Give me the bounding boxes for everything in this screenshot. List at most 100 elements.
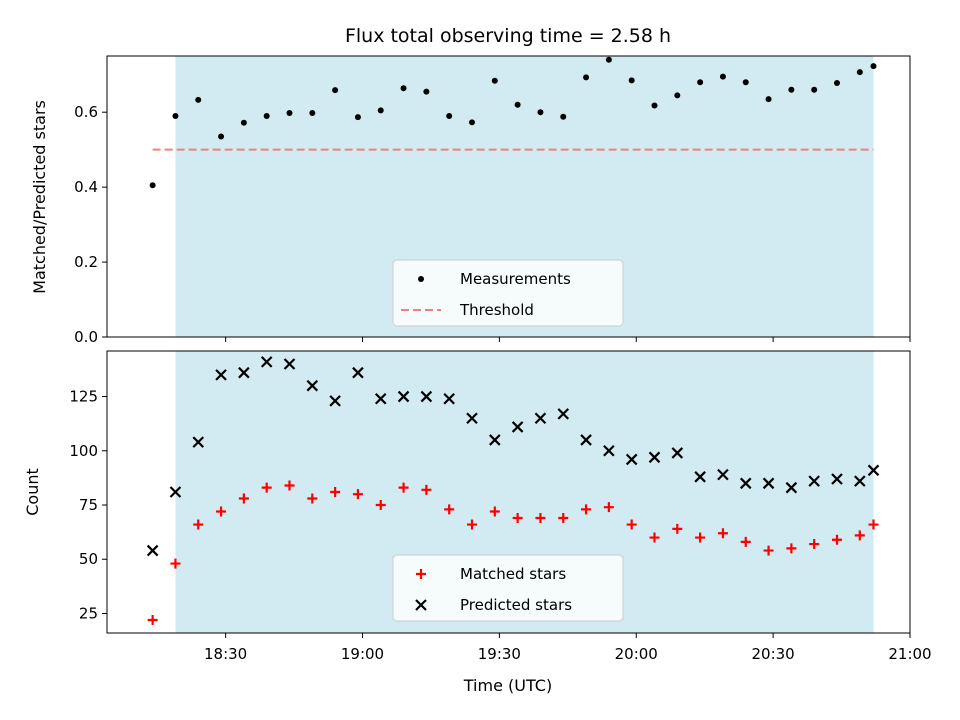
legend-box (392, 259, 624, 327)
measurement-point (514, 101, 521, 108)
measurement-point (788, 86, 795, 93)
predicted-star-point (215, 369, 227, 381)
axes-frame (106, 350, 911, 634)
measurement-point (742, 79, 749, 86)
predicted-star-point (625, 453, 638, 466)
measurement-point (628, 77, 635, 84)
y-tick-label: 50 (79, 550, 98, 568)
matched-star-point (375, 500, 386, 511)
matched-star-point (786, 543, 797, 554)
measurement-point (423, 88, 430, 95)
predicted-star-point (420, 390, 433, 403)
matched-star-point (535, 513, 546, 524)
legend-predicted-marker (415, 599, 427, 611)
predicted-star-point (260, 356, 273, 368)
bottom-y-axis-label: Count (23, 468, 42, 516)
y-tick-label: 0.0 (74, 328, 98, 346)
measurement-point (309, 109, 316, 116)
predicted-star-point (762, 477, 775, 490)
measurement-point (332, 87, 339, 94)
matched-star-point (330, 487, 341, 497)
x-tick-label: 19:30 (478, 645, 521, 663)
matched-star-point (307, 493, 318, 504)
predicted-star-point (854, 475, 866, 487)
y-tick-label: 100 (69, 442, 98, 460)
matched-star-point (809, 539, 820, 550)
measurement-point (560, 113, 567, 120)
predicted-star-point (466, 412, 478, 425)
y-tick-label: 25 (79, 604, 98, 622)
predicted-star-point (374, 392, 387, 405)
matched-star-point (672, 523, 683, 534)
matched-star-point (512, 513, 523, 524)
legend-label: Matched stars (460, 565, 566, 583)
predicted-star-point (283, 358, 296, 370)
predicted-star-point (352, 366, 364, 379)
predicted-star-point (648, 451, 661, 464)
measurement-point (537, 109, 544, 116)
predicted-star-point (329, 395, 341, 407)
matched-star-point (740, 536, 751, 547)
measurement-point (765, 96, 772, 103)
ratio-panel: 0.0 0.2 0.4 0.6 Measurements Threshold (74, 55, 911, 346)
matched-star-point (352, 489, 363, 500)
top-y-axis-label: Matched/Predicted stars (30, 100, 49, 294)
matched-star-point (581, 504, 592, 515)
measurement-point (218, 133, 225, 140)
measurement-point (674, 92, 681, 99)
matched-star-point (444, 504, 455, 515)
matched-star-point (147, 614, 158, 625)
measurement-point (834, 79, 840, 86)
predicted-star-point (671, 447, 684, 459)
matched-star-point (216, 506, 227, 517)
axes-frame (106, 55, 911, 338)
predicted-star-point (238, 366, 250, 379)
matched-star-point (261, 482, 272, 493)
measurement-point (263, 112, 270, 119)
measurement-point (286, 109, 293, 116)
predicted-star-point (717, 468, 729, 481)
predicted-star-point (192, 436, 205, 448)
measurement-point (354, 114, 361, 121)
measurement-point (446, 112, 453, 119)
matched-star-point (421, 484, 432, 495)
legend-label: Predicted stars (460, 596, 572, 614)
predicted-star-point (146, 544, 159, 557)
measurement-point (719, 73, 726, 80)
predicted-star-point (694, 471, 706, 483)
matched-star-point (398, 482, 409, 493)
measurement-point (697, 79, 704, 86)
measurement-point (811, 86, 818, 93)
y-tick-label: 0.4 (74, 178, 98, 196)
y-tick-label: 0.2 (74, 253, 98, 271)
predicted-star-point (831, 473, 843, 485)
predicted-star-point (306, 379, 319, 392)
matched-star-point (489, 506, 500, 517)
matched-star-point (695, 532, 706, 543)
predicted-star-point (557, 408, 570, 420)
measurement-point (400, 85, 407, 92)
x-tick-label: 19:00 (341, 645, 384, 663)
measurement-point (605, 56, 612, 63)
predicted-star-point (443, 392, 455, 405)
predicted-star-point (580, 434, 592, 446)
x-tick-label: 21:00 (888, 645, 931, 663)
figure-title: Flux total observing time = 2.58 h (345, 25, 671, 47)
measurement-point (149, 182, 156, 189)
legend-box (392, 554, 624, 622)
measurement-point (870, 63, 877, 70)
y-tick-label: 125 (69, 388, 98, 406)
matched-star-point (868, 519, 879, 530)
matched-star-point (854, 530, 865, 541)
predicted-star-point (867, 464, 880, 477)
matched-star-point (558, 513, 569, 524)
legend-label: Measurements (460, 270, 571, 288)
measurement-point (469, 119, 475, 126)
matched-star-point (763, 545, 774, 556)
predicted-star-point (489, 434, 501, 446)
measurement-point (240, 119, 247, 126)
matched-star-point (170, 558, 181, 569)
measurement-point (583, 74, 590, 81)
measurement-point (651, 102, 658, 109)
